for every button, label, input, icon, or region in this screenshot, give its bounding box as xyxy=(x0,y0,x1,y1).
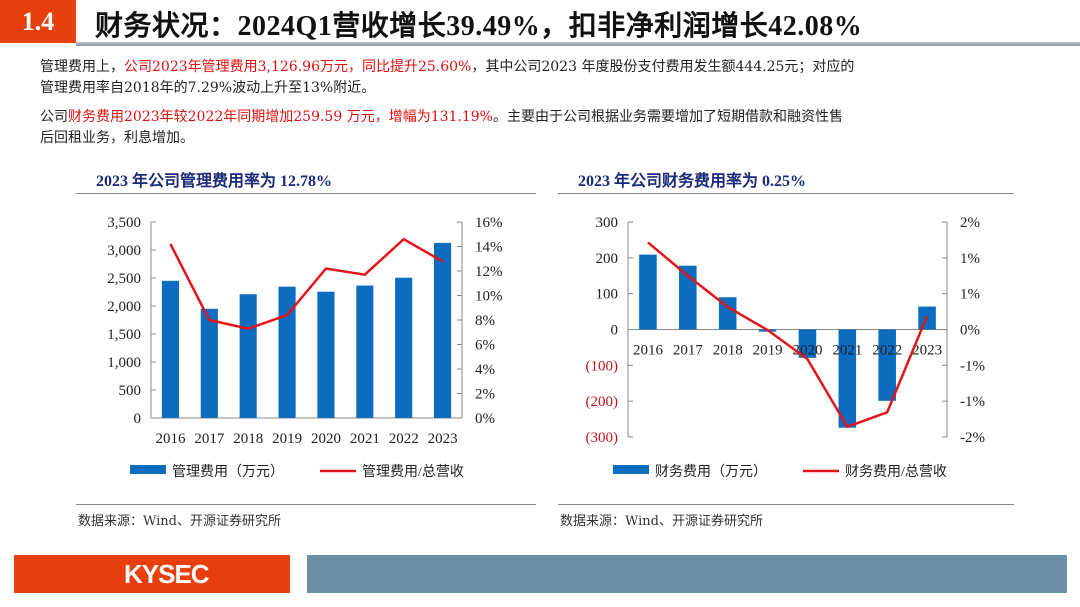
source-note-right: 数据来源：Wind、开源证券研究所 xyxy=(560,514,763,529)
chart-title-right: 2023 年公司财务费用率为 0.25% xyxy=(578,173,807,190)
legend-line-label: 管理费用/总营收 xyxy=(362,464,464,480)
right-tick-label: 12% xyxy=(475,264,503,280)
bar xyxy=(356,285,374,418)
divider xyxy=(76,504,536,505)
bar xyxy=(278,286,296,418)
body-paragraph-line: 管理费用率自2018年的7.29%波动上升至13%附近。 xyxy=(40,78,1050,99)
bar xyxy=(434,242,452,418)
ratio-line xyxy=(169,237,444,330)
right-tick-label: 0% xyxy=(475,411,495,427)
legend-bar-label: 管理费用（万元） xyxy=(172,464,284,480)
divider xyxy=(558,504,1014,505)
x-tick-label: 2016 xyxy=(633,343,664,359)
x-tick-label: 2018 xyxy=(713,343,743,359)
finance-expense-chart: (300) (200) (100) 0 100 200 300 -2% -1% -1% 0% 1% 1%… xyxy=(586,215,986,480)
right-tick-label: 6% xyxy=(475,338,495,354)
left-tick-label: 3,500 xyxy=(107,215,141,231)
x-tick-label: 2019 xyxy=(753,343,783,359)
right-tick-label: 10% xyxy=(475,289,503,305)
footer-brand-block xyxy=(14,555,290,593)
left-tick-label: 100 xyxy=(596,287,619,303)
body-text: 。主要由于公司根据业务需要增加了短期借款和融资性售 xyxy=(492,109,843,125)
right-tick-label: 16% xyxy=(475,215,503,231)
x-tick-label: 2020 xyxy=(311,431,341,447)
bar xyxy=(718,297,737,330)
body-text: 公司 xyxy=(40,109,68,125)
ratio-line xyxy=(647,241,929,429)
bar xyxy=(317,291,335,418)
bar xyxy=(239,294,257,418)
right-tick-label: 4% xyxy=(475,362,495,378)
kysec-logo: KYSEC xyxy=(124,559,210,589)
left-tick-label: 1,000 xyxy=(107,355,141,371)
right-tick-label: 2% xyxy=(475,387,495,403)
right-tick-label: -2% xyxy=(960,430,985,446)
legend-bar-label: 财务费用（万元） xyxy=(655,464,767,480)
left-tick-label: 1,500 xyxy=(107,327,141,343)
divider xyxy=(76,193,536,194)
right-tick-label: 1% xyxy=(960,251,980,267)
left-tick-label: 2,500 xyxy=(107,271,141,287)
body-paragraph-line: 后回租业务，利息增加。 xyxy=(40,128,1050,149)
right-tick-label: 0% xyxy=(960,323,980,339)
x-tick-label: 2021 xyxy=(832,343,862,359)
right-tick-label: 1% xyxy=(960,287,980,303)
x-tick-label: 2021 xyxy=(350,431,380,447)
source-note-left: 数据来源：Wind、开源证券研究所 xyxy=(78,514,281,529)
bar xyxy=(395,277,413,418)
highlight-text: 财务费用2023年较2022年同期增加259.59 万元，增幅为131.19% xyxy=(68,109,493,125)
left-tick-label: (200) xyxy=(586,394,619,410)
body-paragraph-line: 公司财务费用2023年较2022年同期增加259.59 万元，增幅为131.19… xyxy=(40,107,1050,128)
bar xyxy=(639,254,657,330)
bar xyxy=(161,280,179,418)
x-tick-label: 2018 xyxy=(233,431,263,447)
bar xyxy=(679,265,697,330)
chart-title-left: 2023 年公司管理费用率为 12.78% xyxy=(96,173,333,190)
right-tick-label: -1% xyxy=(960,358,985,374)
bar xyxy=(798,329,817,358)
right-tick-label: 2% xyxy=(960,215,980,231)
admin-expense-chart: 0 500 1,000 1,500 2,000 2,500 3,000 3,500 0% 2% 4%… xyxy=(107,215,503,480)
x-tick-label: 2016 xyxy=(155,431,186,447)
bar xyxy=(878,329,896,401)
title-divider xyxy=(76,42,1080,46)
left-tick-label: 500 xyxy=(119,383,142,399)
bar xyxy=(838,329,857,428)
right-tick-label: -1% xyxy=(960,394,985,410)
legend-bar-swatch xyxy=(613,465,649,474)
divider xyxy=(558,193,1014,194)
x-tick-label: 2019 xyxy=(272,431,302,447)
x-tick-label: 2017 xyxy=(194,431,225,447)
left-tick-label: 200 xyxy=(596,251,619,267)
left-tick-label: (100) xyxy=(586,358,619,374)
body-text: ，其中公司2023 年度股份支付费用发生额444.25元；对应的 xyxy=(471,59,855,75)
left-tick-label: (300) xyxy=(586,430,619,446)
x-tick-label: 2023 xyxy=(428,431,458,447)
x-tick-label: 2022 xyxy=(872,343,902,359)
right-tick-label: 8% xyxy=(475,313,495,329)
legend-line-label: 财务费用/总营收 xyxy=(845,464,947,480)
left-tick-label: 3,000 xyxy=(107,243,141,259)
highlight-text: 公司2023年管理费用3,126.96万元，同比提升25.60% xyxy=(124,59,472,75)
right-tick-label: 14% xyxy=(475,240,503,256)
left-tick-label: 2,000 xyxy=(107,299,141,315)
body-text: 后回租业务，利息增加。 xyxy=(40,130,194,146)
body-text: 管理费用上， xyxy=(40,59,124,75)
body-text: 管理费用率自2018年的7.29%波动上升至13%附近。 xyxy=(40,80,376,96)
bar xyxy=(200,308,218,418)
page-title: 财务状况：2024Q1营收增长39.49%，扣非净利润增长42.08% xyxy=(95,11,863,42)
legend-bar-swatch xyxy=(130,465,166,474)
body-paragraph-line: 管理费用上，公司2023年管理费用3,126.96万元，同比提升25.60%，其… xyxy=(40,57,1050,78)
x-tick-label: 2023 xyxy=(912,343,942,359)
x-tick-label: 2017 xyxy=(673,343,704,359)
left-tick-label: 0 xyxy=(611,323,619,339)
footer-bar xyxy=(307,555,1067,593)
section-number: 1.4 xyxy=(0,0,76,43)
x-tick-label: 2022 xyxy=(389,431,419,447)
left-tick-label: 0 xyxy=(134,411,142,427)
left-tick-label: 300 xyxy=(596,215,619,231)
